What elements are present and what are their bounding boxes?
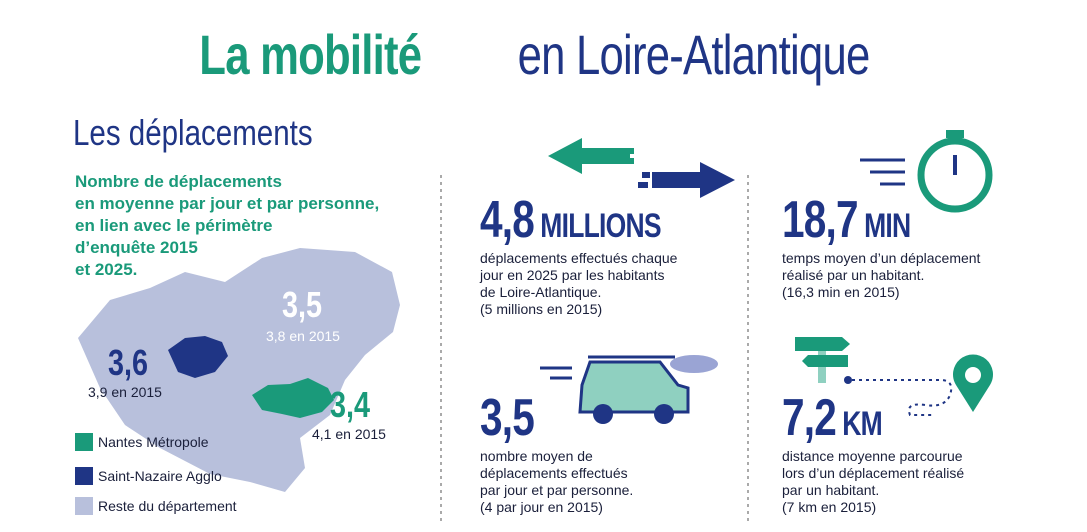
title-highlight: La mobilité bbox=[199, 23, 423, 86]
legend-label: Saint-Nazaire Agglo bbox=[98, 468, 222, 484]
stat-note: (5 millions en 2015) bbox=[480, 301, 603, 317]
stat-note: (4 par jour en 2015) bbox=[480, 499, 603, 515]
stat-description: lors d’un déplacement réalisé bbox=[782, 465, 965, 481]
stat-value: 7,2 bbox=[782, 389, 837, 447]
stat-figure: 3,5 bbox=[480, 388, 535, 448]
stat-value: 4,8 bbox=[480, 191, 535, 249]
arrows-icon bbox=[548, 138, 735, 198]
route-icon bbox=[795, 337, 994, 416]
stat-description: nombre moyen de bbox=[480, 448, 593, 464]
legend-swatch bbox=[75, 433, 93, 451]
stat-note: (16,3 min en 2015) bbox=[782, 284, 900, 300]
stat-description: jour en 2025 par les habitants bbox=[480, 267, 665, 283]
intro-line: Nombre de déplacements bbox=[75, 172, 282, 191]
intro-line: et 2025. bbox=[75, 260, 138, 279]
stat-description: de Loire-Atlantique. bbox=[480, 284, 602, 300]
map-value: 3,5 bbox=[282, 284, 323, 325]
stat-description: distance moyenne parcourue bbox=[782, 448, 963, 464]
map-previous: 4,1 en 2015 bbox=[312, 426, 386, 442]
intro-line: en moyenne par jour et par personne, bbox=[75, 194, 380, 213]
stat-unit: MILLIONS bbox=[540, 207, 661, 245]
map-department bbox=[78, 248, 400, 492]
map-nantes bbox=[252, 378, 334, 418]
legend-label: Nantes Métropole bbox=[98, 434, 209, 450]
stat-description: par un habitant. bbox=[782, 482, 880, 498]
section-title: Les déplacements bbox=[73, 112, 313, 153]
stat-description: déplacements effectués bbox=[480, 465, 628, 481]
map-saint-nazaire bbox=[168, 336, 228, 378]
legend-label: Reste du département bbox=[98, 498, 237, 514]
stat-note: (7 km en 2015) bbox=[782, 499, 877, 515]
legend-swatch bbox=[75, 467, 93, 485]
stat-figure: 4,8 MILLIONS bbox=[480, 190, 662, 250]
stat-unit: KM bbox=[842, 405, 882, 443]
map-previous: 3,8 en 2015 bbox=[266, 328, 340, 344]
stopwatch-icon bbox=[860, 130, 993, 213]
stat-description: temps moyen d’un déplacement bbox=[782, 250, 981, 266]
title-rest: en Loire-Atlantique bbox=[517, 23, 870, 86]
stat-unit: MIN bbox=[864, 207, 911, 245]
stat-description: déplacements effectués chaque bbox=[480, 250, 678, 266]
intro-line: d’enquête 2015 bbox=[75, 238, 198, 257]
map-value: 3,4 bbox=[330, 384, 371, 425]
stat-value: 18,7 bbox=[782, 191, 859, 249]
legend-swatch bbox=[75, 497, 93, 515]
intro-line: en lien avec le périmètre bbox=[75, 216, 273, 235]
map-value: 3,6 bbox=[108, 342, 149, 383]
map-previous: 3,9 en 2015 bbox=[88, 384, 162, 400]
stat-figure: 7,2 KM bbox=[782, 388, 883, 448]
title: La mobilité en Loire-Atlantique bbox=[0, 22, 1087, 87]
stat-figure: 18,7 MIN bbox=[782, 190, 911, 250]
stat-description: par jour et par personne. bbox=[480, 482, 634, 498]
stat-description: réalisé par un habitant. bbox=[782, 267, 925, 283]
stat-value: 3,5 bbox=[480, 389, 535, 447]
car-icon bbox=[540, 355, 718, 424]
